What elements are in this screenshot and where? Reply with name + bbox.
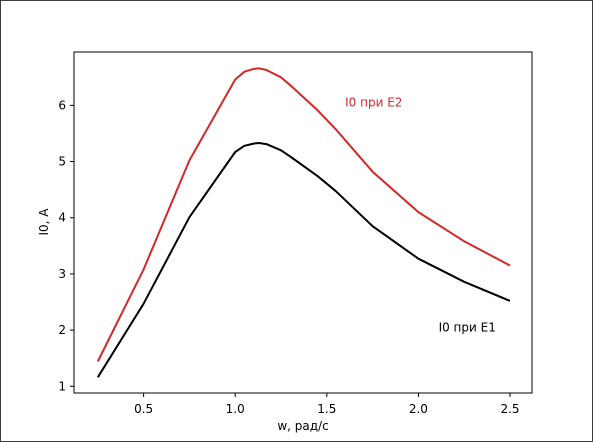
x-tick-label: 2.5 <box>500 402 519 416</box>
x-axis: 0.5 1.0 1.5 2.0 2.5 <box>134 393 520 416</box>
series-labels: I0 при E1 I0 при E2 <box>345 96 496 335</box>
series-lines <box>96 67 511 378</box>
y-tick-label: 1 <box>58 379 66 393</box>
series-line-1 <box>96 142 511 378</box>
x-tick-label: 1.0 <box>226 402 245 416</box>
series-label-2: I0 при E2 <box>345 96 402 110</box>
y-tick-label: 6 <box>58 98 66 112</box>
y-axis: 1 2 3 4 5 6 <box>58 98 74 393</box>
plot-area <box>73 51 533 394</box>
y-tick-label: 3 <box>58 267 66 281</box>
x-tick-label: 0.5 <box>134 402 153 416</box>
y-axis-label: I0, A <box>37 208 51 236</box>
series-label-1: I0 при E1 <box>439 320 496 334</box>
series-line-2 <box>96 67 511 362</box>
x-tick-label: 1.5 <box>317 402 336 416</box>
x-axis-label: w, рад/с <box>277 419 328 433</box>
y-tick-label: 5 <box>58 155 66 169</box>
x-tick-label: 2.0 <box>409 402 428 416</box>
y-tick-label: 4 <box>58 211 66 225</box>
y-tick-label: 2 <box>58 323 66 337</box>
